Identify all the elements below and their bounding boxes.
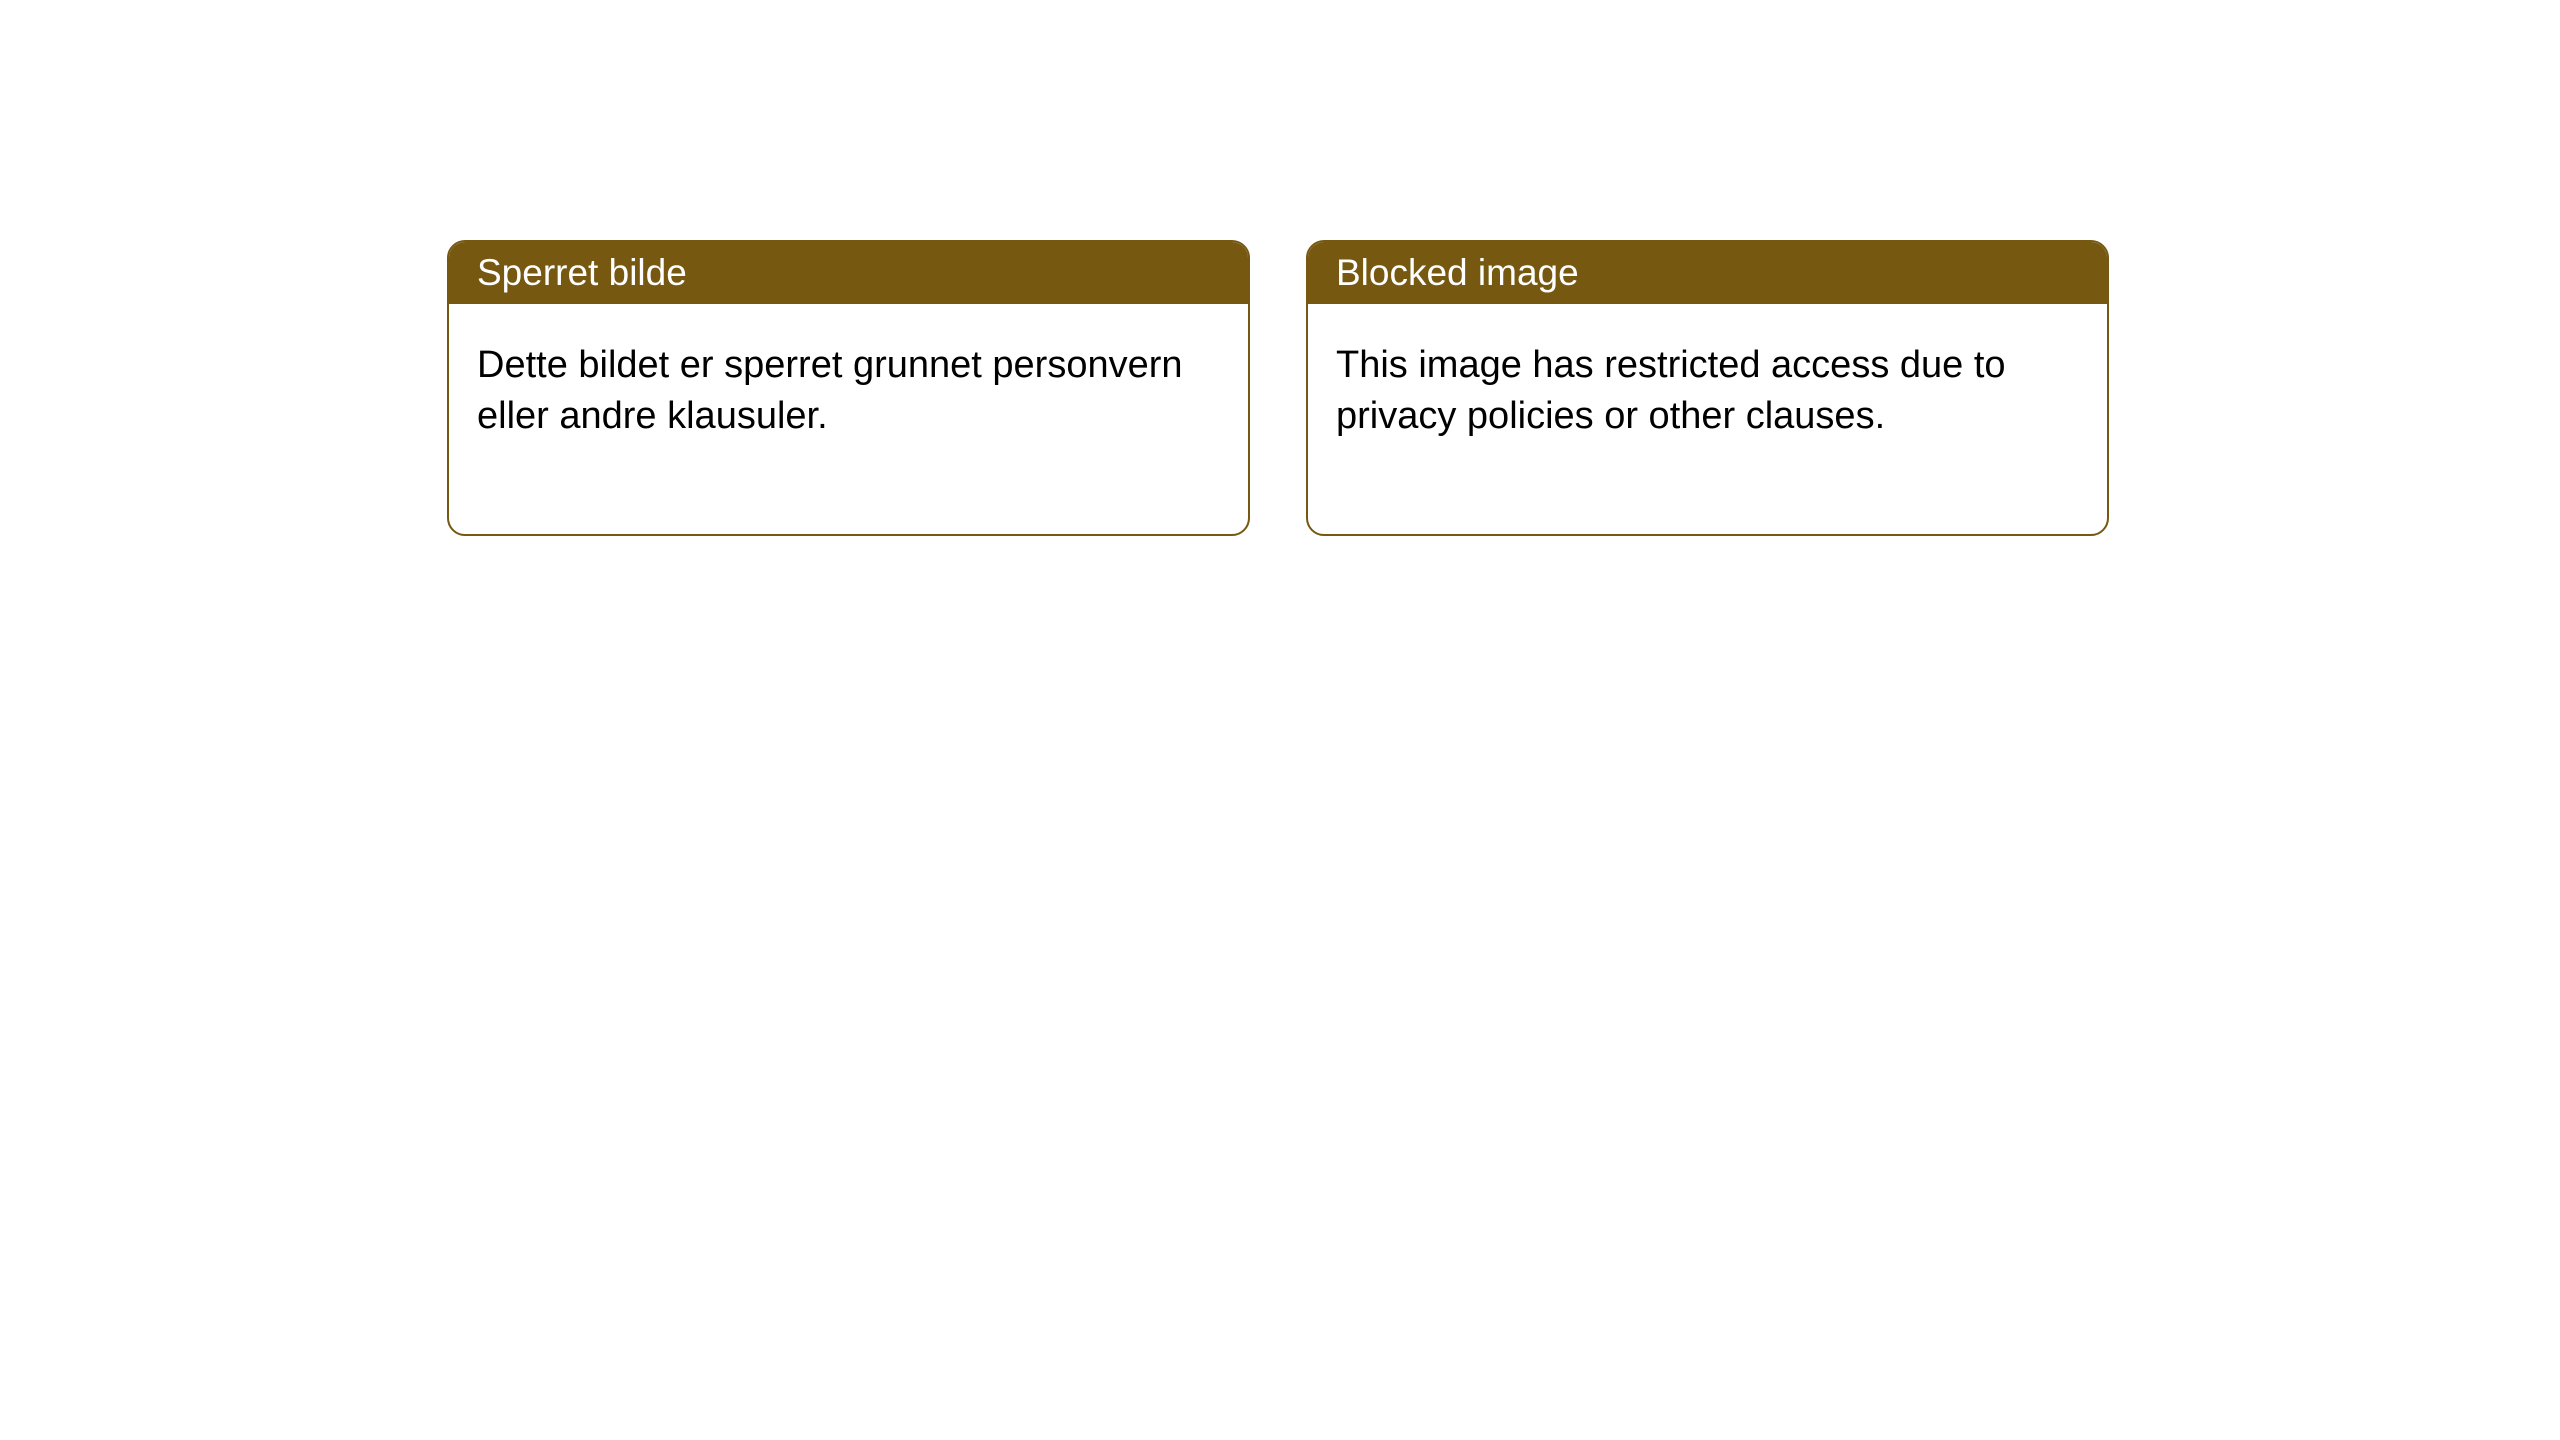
notice-card-body: Dette bildet er sperret grunnet personve… <box>449 304 1248 534</box>
notice-card-body: This image has restricted access due to … <box>1308 304 2107 534</box>
notice-card-title: Sperret bilde <box>449 242 1248 304</box>
notice-cards-row: Sperret bilde Dette bildet er sperret gr… <box>447 240 2109 536</box>
notice-card-norwegian: Sperret bilde Dette bildet er sperret gr… <box>447 240 1250 536</box>
notice-card-title: Blocked image <box>1308 242 2107 304</box>
notice-card-english: Blocked image This image has restricted … <box>1306 240 2109 536</box>
